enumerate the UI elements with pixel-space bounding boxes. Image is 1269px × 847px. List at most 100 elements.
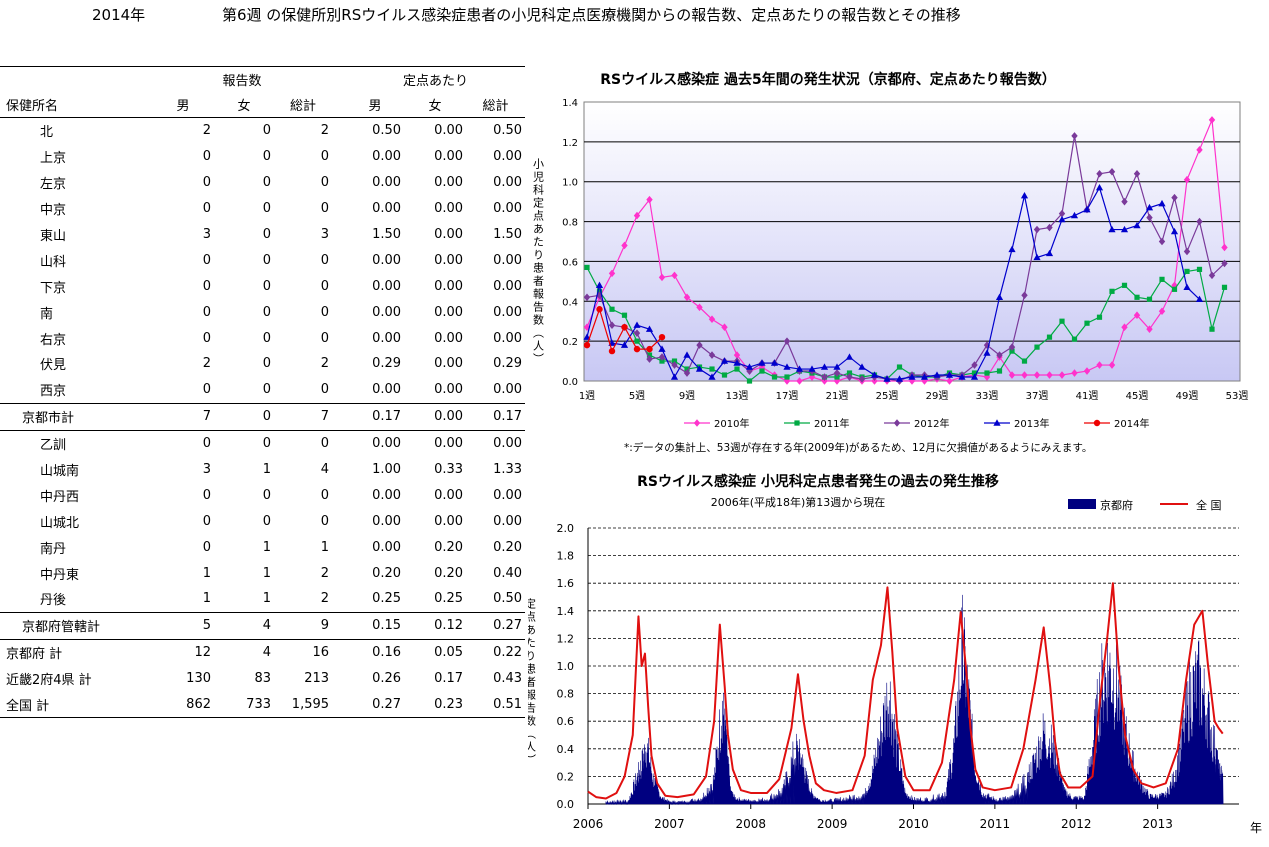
data-point <box>658 353 666 361</box>
data-point <box>1121 282 1128 288</box>
legend-entry: 2011年 <box>784 417 849 430</box>
data-point <box>633 345 641 353</box>
cell-value: 0 <box>202 304 211 320</box>
data-point <box>708 315 716 324</box>
row-name: 京都市計 <box>0 402 152 431</box>
row-name: 山城北 <box>40 515 80 531</box>
data-point <box>1093 419 1101 427</box>
row-name: 伏見 <box>40 358 67 374</box>
cell-value: 0.17 <box>434 671 464 687</box>
x-tick-label: 2010 <box>898 817 929 831</box>
data-point <box>583 341 591 349</box>
cell-value: 0 <box>320 304 330 320</box>
cell-value: 0 <box>262 436 271 452</box>
series-3 <box>583 132 1228 385</box>
cell-value: 0 <box>202 201 211 217</box>
row-name: 全国 計 <box>0 691 152 719</box>
data-point <box>683 351 691 358</box>
x-tick-label: 2009 <box>817 817 848 831</box>
cell-value: 0 <box>262 487 271 503</box>
x-tick-label: 33週 <box>976 390 999 402</box>
cell-value: 0 <box>262 304 271 320</box>
cell-value: 0.00 <box>434 436 464 452</box>
cell-value: 0.00 <box>493 513 523 529</box>
legend-label: 京都府 <box>1100 498 1133 512</box>
data-point <box>721 372 728 378</box>
cell-value: 1 <box>320 539 330 555</box>
cell-value: 0 <box>214 402 274 431</box>
national-line <box>587 582 1224 800</box>
y-tick-label: 0.8 <box>557 688 575 701</box>
data-point <box>1021 358 1028 364</box>
data-point <box>1171 193 1178 202</box>
data-point <box>846 373 853 381</box>
data-point <box>759 368 765 374</box>
cell-value: 4 <box>320 462 330 478</box>
data-point <box>609 306 615 312</box>
data-point <box>734 366 740 372</box>
data-point <box>1083 367 1091 375</box>
cell-value: 0.00 <box>372 175 402 191</box>
data-point <box>1033 225 1041 234</box>
data-point <box>634 338 640 344</box>
data-point <box>971 361 978 369</box>
data-point <box>983 349 991 356</box>
table-row: 上京 0 0 0 0.00 0.00 0.00 <box>0 144 525 170</box>
row-name: 左京 <box>40 177 67 193</box>
data-point <box>858 363 866 370</box>
cell-value: 0 <box>320 382 330 398</box>
data-point <box>1208 271 1216 280</box>
table-row: 乙訓 0 0 0 0.00 0.00 0.00 <box>0 430 525 456</box>
cell-value: 0.00 <box>493 201 523 217</box>
data-point <box>1208 116 1216 124</box>
cell-value: 83 <box>254 671 271 687</box>
cell-value: 3 <box>320 227 330 242</box>
data-point <box>833 369 841 377</box>
cell-value: 0 <box>262 278 271 294</box>
table-row: 北 2 0 2 0.50 0.00 0.50 <box>0 118 525 144</box>
cell-value: 0 <box>262 252 271 268</box>
data-point <box>633 211 641 220</box>
cell-value: 0.20 <box>434 539 464 555</box>
data-point <box>796 377 803 385</box>
data-point <box>646 352 653 358</box>
cell-value: 0.00 <box>434 382 464 398</box>
cell-value: 0.00 <box>493 175 523 191</box>
data-point <box>1059 318 1065 324</box>
data-point <box>846 370 853 376</box>
data-point <box>1121 197 1128 206</box>
cell-value: 733 <box>214 691 274 719</box>
kyoto-area <box>605 594 1224 806</box>
cell-value: 213 <box>304 671 330 687</box>
cell-value: 0.00 <box>434 201 464 217</box>
data-point <box>933 371 941 378</box>
data-point <box>1008 343 1016 351</box>
data-point <box>1109 288 1115 294</box>
report-table: 報告数 定点あたり 保健所名 男 女 総計 男 女 総計 北 2 0 2 0.50 0.0… <box>0 66 526 719</box>
data-point <box>1058 215 1066 223</box>
legend-label: 2014年 <box>1114 417 1149 430</box>
y-tick-label: 1.0 <box>562 178 578 189</box>
data-point <box>693 419 701 427</box>
report-year: 2014年 <box>92 6 146 24</box>
cell-value: 0.00 <box>372 201 402 217</box>
table-row: 京都市計 7 0 7 0.17 0.00 0.17 <box>0 402 526 431</box>
data-point <box>1108 225 1116 233</box>
data-point <box>633 329 641 337</box>
cell-value: 0 <box>320 513 330 529</box>
cell-value: 0.00 <box>434 149 464 165</box>
x-tick-label: 21週 <box>826 390 849 402</box>
table-row: 中京 0 0 0 0.00 0.00 0.00 <box>0 196 525 222</box>
cell-value: 0.51 <box>466 691 526 719</box>
cell-value: 2 <box>320 565 330 581</box>
cell-value: 0.40 <box>493 565 523 581</box>
x-tick-label: 41週 <box>1076 390 1099 402</box>
data-point <box>646 195 653 204</box>
y-tick-label: 1.6 <box>557 577 575 590</box>
data-point <box>745 363 754 370</box>
data-point <box>584 264 590 271</box>
row-name: 山科 <box>40 254 67 270</box>
data-point <box>1120 225 1129 233</box>
data-point <box>820 363 829 370</box>
cell-value: 1 <box>262 462 271 478</box>
